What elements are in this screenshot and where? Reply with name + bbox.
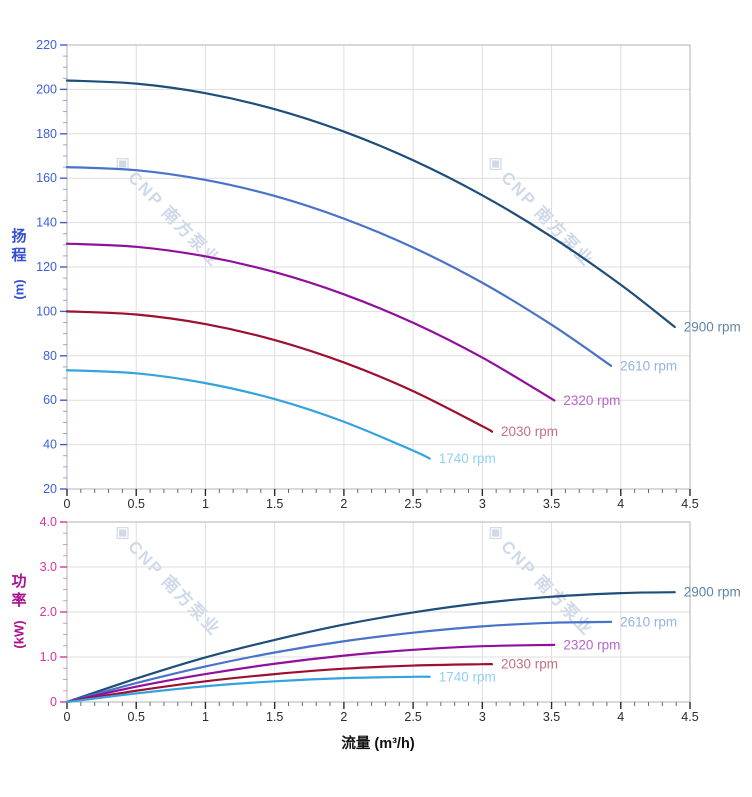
y-tick-label: 200: [36, 82, 57, 96]
x-tick-label: 2: [340, 497, 347, 511]
x-tick-label: 1.5: [266, 497, 283, 511]
x-tick-label: 2: [340, 710, 347, 724]
curve-2030-rpm-head: [65, 310, 494, 433]
y-tick-label: 180: [36, 127, 57, 141]
curve-2900-rpm-head: [65, 79, 676, 329]
y-tick-label: 120: [36, 260, 57, 274]
y-tick-label: 4.0: [40, 515, 57, 529]
curve-2610-rpm-power: [65, 620, 613, 704]
y-axis-title-char: 扬: [11, 228, 27, 245]
curve-label-2610-rpm: 2610 rpm: [620, 614, 677, 629]
x-tick-label: 1: [202, 710, 209, 724]
y-axis-title-char: 程: [11, 247, 27, 264]
y-tick-label: 1.0: [40, 650, 57, 664]
x-tick-label: 4: [617, 710, 624, 724]
x-tick-label: 1: [202, 497, 209, 511]
y-tick-label: 220: [36, 38, 57, 52]
curve-2320-rpm-head: [65, 242, 556, 402]
y-axis-unit-box: (kW): [5, 614, 33, 654]
x-tick-label: 0: [64, 710, 71, 724]
x-tick-label: 2.5: [404, 710, 421, 724]
y-tick-label: 3.0: [40, 560, 57, 574]
curve-label-2900-rpm: 2900 rpm: [684, 319, 741, 334]
x-tick-label: 0.5: [128, 710, 145, 724]
y-tick-label: 40: [43, 438, 57, 452]
curve-label-2030-rpm: 2030 rpm: [501, 657, 558, 672]
curve-label-2320-rpm: 2320 rpm: [563, 637, 620, 652]
x-tick-label: 0: [64, 497, 71, 511]
curve-2610-rpm-head: [65, 166, 613, 367]
x-tick-label: 2.5: [404, 497, 421, 511]
curve-label-1740-rpm: 1740 rpm: [439, 669, 496, 684]
y-tick-label: 2.0: [40, 605, 57, 619]
curve-2900-rpm-power: [65, 591, 676, 704]
x-tick-label: 0.5: [128, 497, 145, 511]
curve-label-2030-rpm: 2030 rpm: [501, 424, 558, 439]
y-tick-label: 80: [43, 349, 57, 363]
y-tick-label: 140: [36, 216, 57, 230]
curve-2030-rpm-power: [65, 663, 494, 704]
curve-label-1740-rpm: 1740 rpm: [439, 451, 496, 466]
x-tick-label: 3.5: [543, 710, 560, 724]
curve-1740-rpm-power: [65, 675, 431, 704]
y-axis-title-char: 率: [11, 592, 27, 609]
curve-1740-rpm-head: [65, 369, 431, 460]
x-tick-label: 3: [479, 497, 486, 511]
curve-2320-rpm-power: [65, 643, 556, 704]
y-tick-label: 0: [50, 695, 57, 709]
y-tick-label: 20: [43, 482, 57, 496]
curve-label-2320-rpm: 2320 rpm: [563, 393, 620, 408]
y-tick-label: 160: [36, 171, 57, 185]
x-tick-label: 3.5: [543, 497, 560, 511]
x-tick-label: 3: [479, 710, 486, 724]
y-tick-label: 60: [43, 393, 57, 407]
x-tick-label: 1.5: [266, 710, 283, 724]
y-axis-title-char: 功: [11, 573, 27, 590]
y-tick-label: 100: [36, 304, 57, 318]
curve-label-2900-rpm: 2900 rpm: [684, 585, 741, 600]
y-axis-title-head: 扬程 (m): [4, 227, 34, 309]
x-axis-title: 流量 (m³/h): [341, 736, 415, 752]
x-tick-label: 4: [617, 497, 624, 511]
y-axis-title-power: 功率 (kW): [4, 572, 34, 654]
y-axis-unit: (kW): [11, 619, 27, 649]
x-tick-label: 4.5: [681, 497, 698, 511]
y-axis-unit-box: (m): [9, 269, 29, 309]
x-tick-label: 4.5: [681, 710, 698, 724]
curve-label-2610-rpm: 2610 rpm: [620, 358, 677, 373]
y-axis-unit: (m): [11, 278, 27, 300]
